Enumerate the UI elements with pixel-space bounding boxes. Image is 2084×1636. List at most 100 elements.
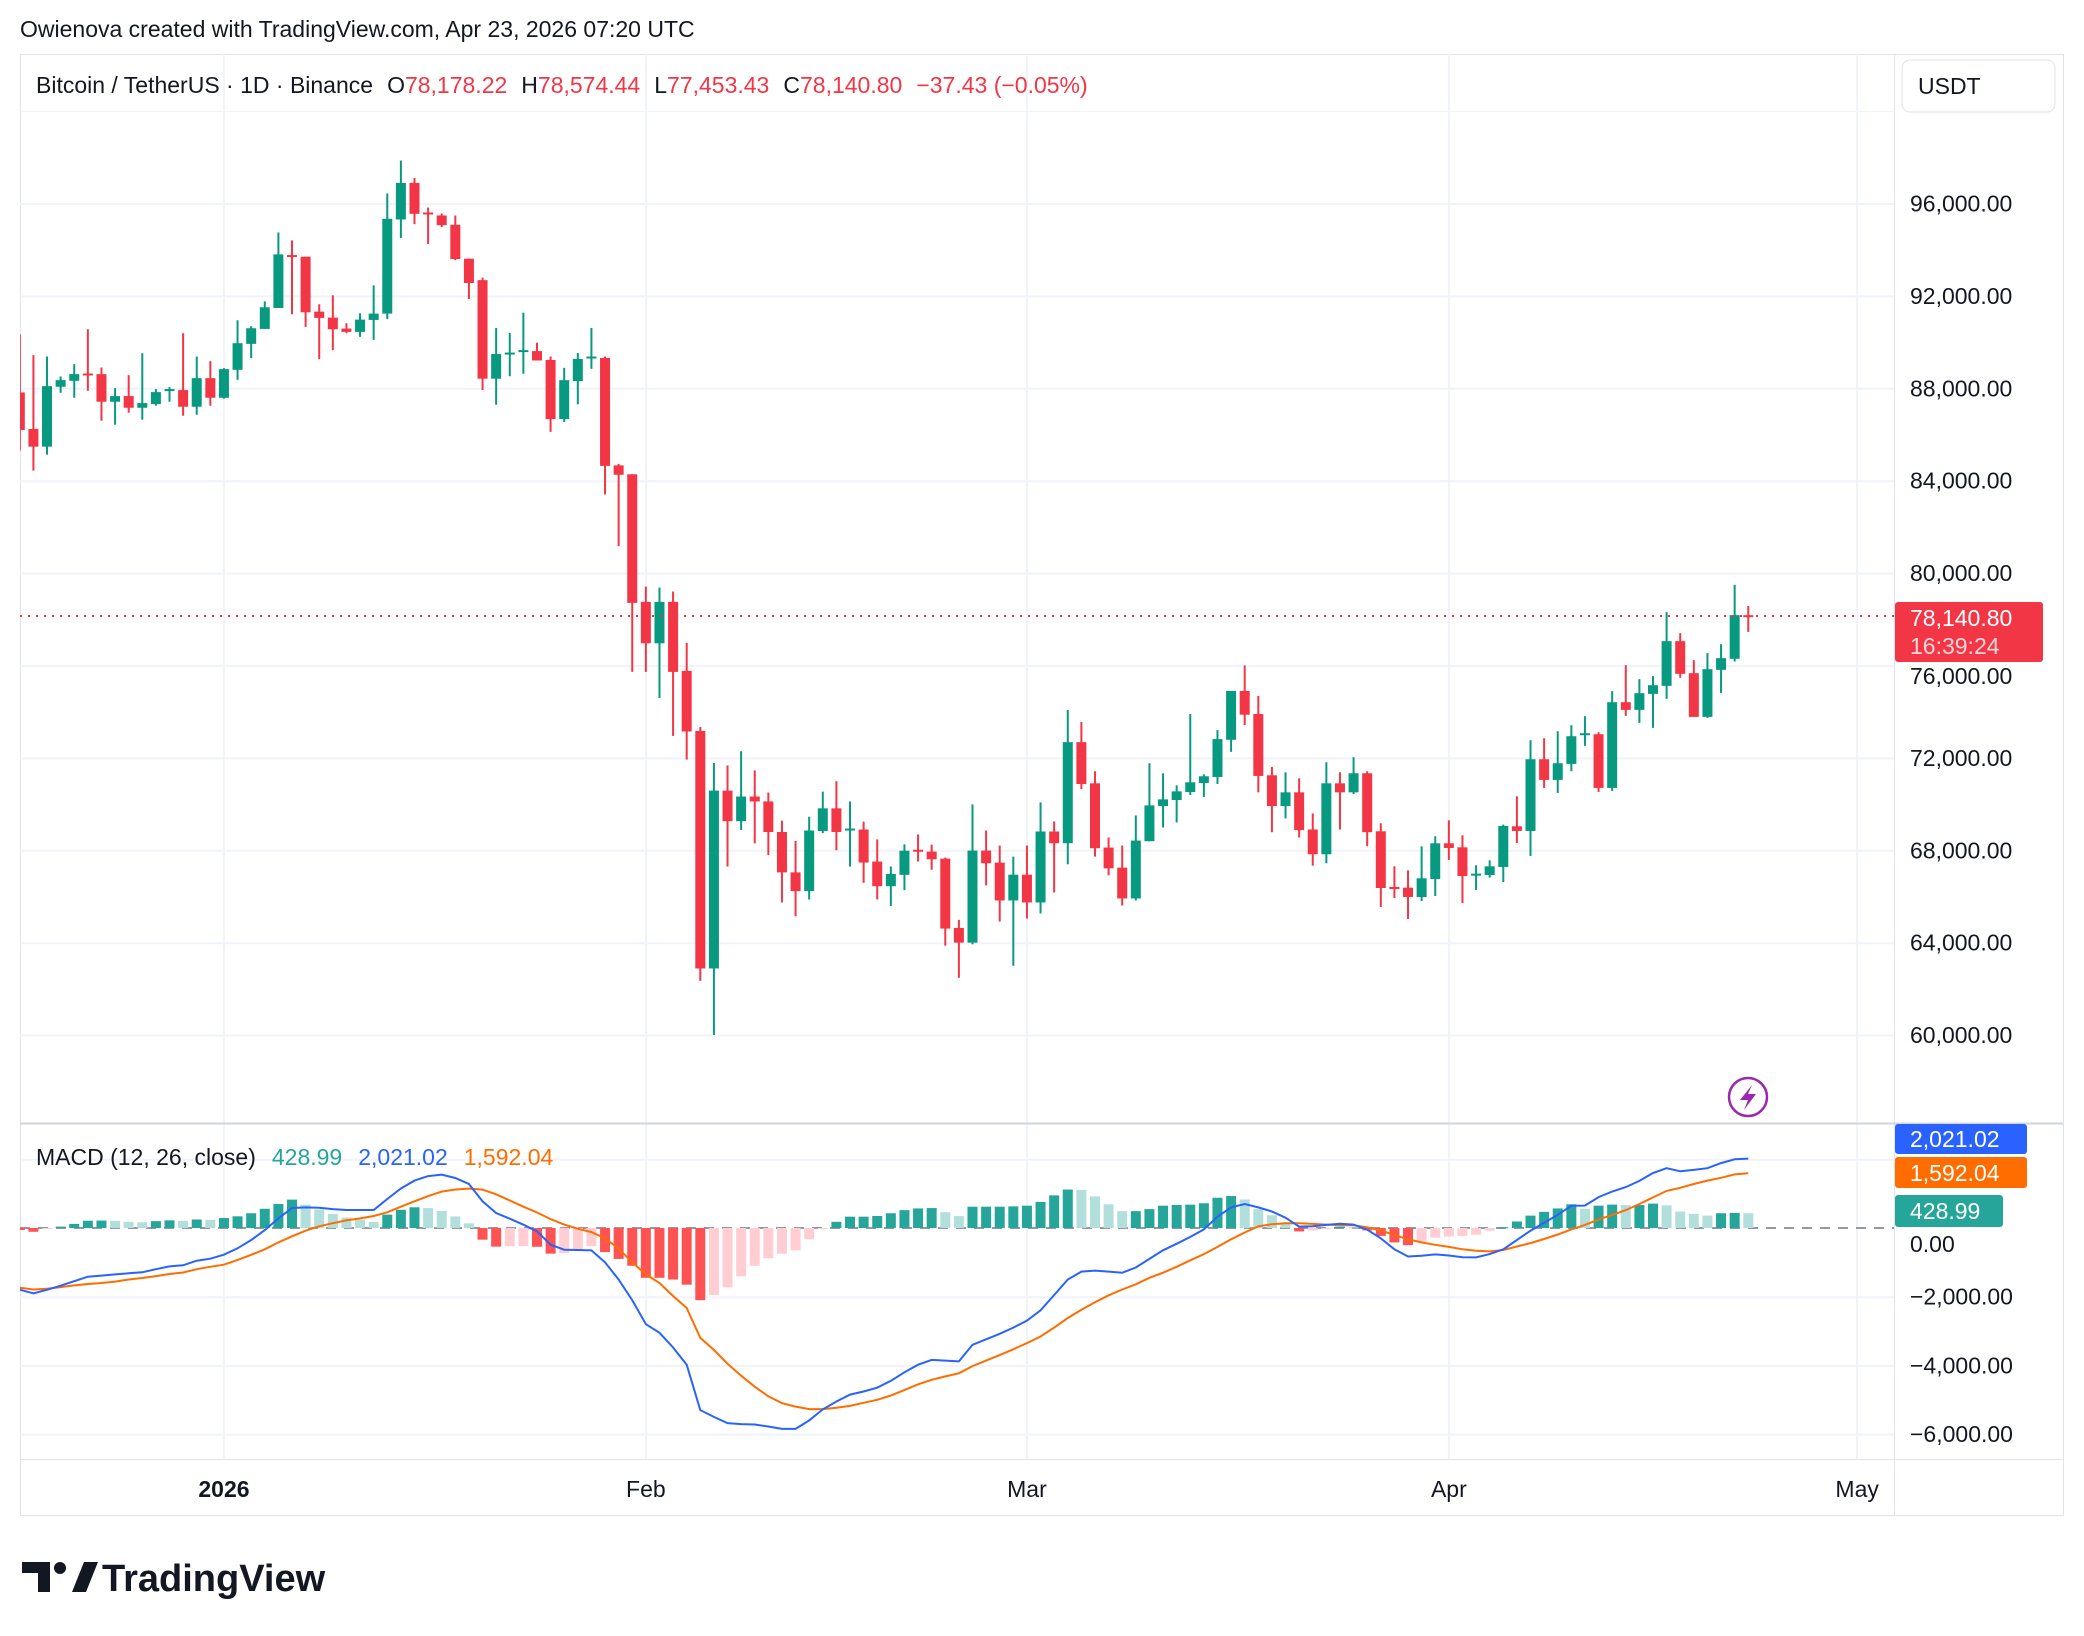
candle: [1280, 772, 1291, 819]
price-tick-label: 68,000.00: [1910, 837, 2012, 863]
time-tick-label: Mar: [1007, 1476, 1047, 1502]
candle: [804, 816, 815, 900]
tradingview-logo[interactable]: TradingView: [22, 1558, 326, 1600]
macd-histogram-bar: [1375, 1228, 1386, 1236]
macd-histogram-bar: [1607, 1204, 1618, 1228]
price-tick-label: 84,000.00: [1910, 468, 2012, 494]
candle: [640, 586, 651, 672]
candle-body: [1457, 847, 1468, 876]
candle-body: [1471, 873, 1482, 876]
candle-body: [164, 389, 175, 392]
macd-histogram-bar: [1688, 1213, 1699, 1228]
candle-body: [994, 862, 1005, 901]
candle: [1457, 835, 1468, 904]
macd-histogram-bar: [1062, 1189, 1073, 1228]
candle: [531, 342, 542, 361]
candle-body: [1198, 776, 1209, 783]
candle: [1375, 823, 1386, 908]
macd-legend[interactable]: MACD (12, 26, close) 428.99 2,021.02 1,5…: [36, 1144, 553, 1171]
candle-body: [695, 730, 706, 969]
time-tick-label: 2026: [198, 1476, 249, 1502]
candle-body: [1239, 690, 1250, 715]
macd-histogram-bar: [1035, 1201, 1046, 1228]
candle-body: [831, 808, 842, 832]
candle-body: [491, 354, 502, 379]
candle: [790, 840, 801, 917]
candle-body: [776, 831, 787, 873]
macd-histogram-bar: [1702, 1215, 1713, 1228]
candle: [55, 376, 66, 393]
candle: [708, 763, 719, 1035]
candle-body: [640, 601, 651, 644]
candle-wick: [522, 312, 525, 374]
candle-wick: [32, 355, 35, 471]
candle: [1566, 725, 1577, 772]
symbol-title[interactable]: Bitcoin / TetherUS · 1D · Binance: [36, 72, 374, 98]
candle: [586, 327, 597, 369]
macd-histogram-bar: [1430, 1228, 1441, 1238]
macd-histogram-bar: [1103, 1204, 1114, 1228]
macd-histogram-bar: [940, 1212, 951, 1228]
macd-axis[interactable]: 0.00 −2,000.00 −4,000.00 −6,000.00: [1910, 1231, 2013, 1447]
macd-histogram-bar: [817, 1228, 828, 1229]
candle: [246, 326, 257, 359]
candle-body: [327, 317, 338, 330]
macd-histogram-bar: [137, 1222, 148, 1228]
price-tick-label: 60,000.00: [1910, 1022, 2012, 1048]
candle-wick: [849, 801, 852, 867]
macd-tick-label: −2,000.00: [1910, 1284, 2013, 1310]
candle-wick: [1420, 846, 1423, 902]
macd-value-label: 2,021.02: [1910, 1126, 2000, 1152]
macd-histogram-bar: [1743, 1213, 1754, 1228]
candle-body: [1021, 874, 1032, 903]
candle-body: [681, 670, 692, 732]
macd-histogram-bar: [899, 1210, 910, 1228]
macd-histogram-bar: [491, 1228, 502, 1247]
macd-histogram-bar: [1130, 1211, 1141, 1228]
macd-histogram-bar: [69, 1223, 80, 1228]
candle-body: [20, 392, 25, 431]
candle: [1403, 870, 1414, 920]
candle-body: [1280, 792, 1291, 807]
candle: [123, 375, 134, 413]
candle-wick: [168, 387, 171, 402]
candle: [1049, 821, 1060, 893]
macd-title[interactable]: MACD (12, 26, close): [36, 1144, 256, 1170]
candle: [872, 839, 883, 900]
macd-histogram-bar: [708, 1228, 719, 1295]
candle-body: [205, 378, 216, 398]
candle-body: [1266, 775, 1277, 807]
lightning-bolt-icon[interactable]: [1727, 1076, 1769, 1118]
macd-histogram-bar: [368, 1222, 379, 1228]
candle-body: [137, 403, 148, 408]
candle: [1117, 845, 1128, 906]
candle-wick: [1447, 820, 1450, 860]
candle-body: [531, 351, 542, 361]
macd-histogram-value: 428.99: [271, 1144, 343, 1170]
macd-histogram-bar: [1552, 1208, 1563, 1228]
candle-body: [96, 374, 107, 402]
candle-body: [423, 212, 434, 215]
currency-button[interactable]: USDT: [1901, 59, 2056, 113]
price-axis[interactable]: 96,000.00 92,000.00 88,000.00 84,000.00 80,0…: [1910, 191, 2012, 1049]
macd-tick-label: −6,000.00: [1910, 1421, 2013, 1447]
price-legend[interactable]: Bitcoin / TetherUS · 1D · Binance O 78,17…: [36, 72, 1088, 99]
macd-histogram-bar: [1443, 1228, 1454, 1237]
candle-body: [1008, 874, 1019, 901]
candle: [763, 792, 774, 856]
candle-body: [150, 392, 161, 405]
candle-body: [1076, 742, 1087, 784]
macd-histogram-bar: [327, 1213, 338, 1228]
macd-histogram-bar: [178, 1220, 189, 1228]
candle: [1226, 690, 1237, 752]
candle-wick: [617, 463, 620, 547]
time-axis[interactable]: 2026 Feb Mar Apr May: [198, 1476, 1879, 1502]
candle-body: [1511, 826, 1522, 831]
candle: [1484, 860, 1495, 878]
macd-histogram-bar: [55, 1226, 66, 1228]
candle: [831, 781, 842, 851]
macd-histogram-bar: [763, 1228, 774, 1259]
candle-body: [518, 350, 529, 353]
price-tick-label: 92,000.00: [1910, 283, 2012, 309]
